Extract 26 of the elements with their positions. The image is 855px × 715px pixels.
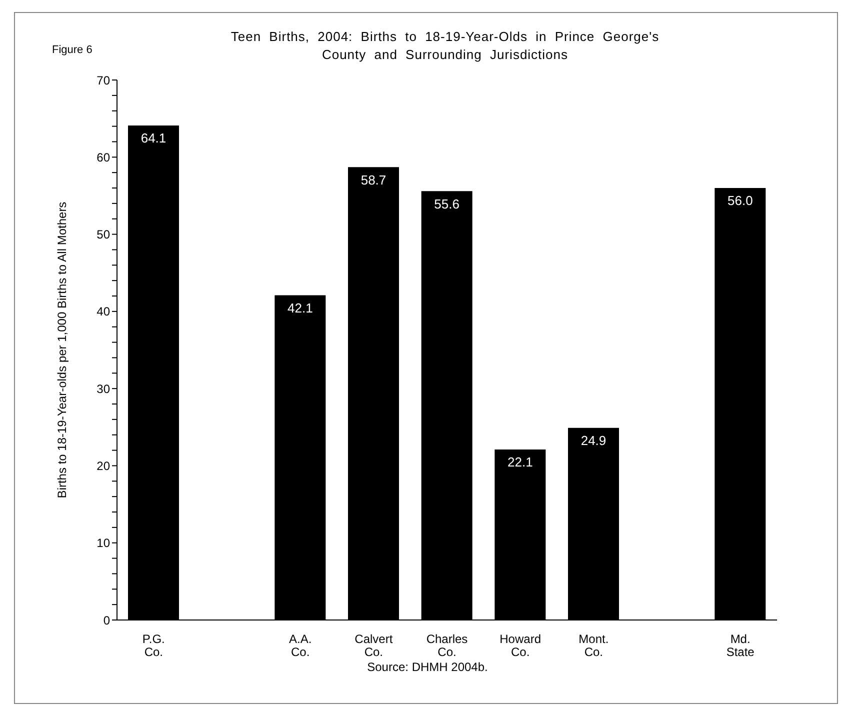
data-label: 42.1: [288, 300, 313, 316]
data-label: 55.6: [434, 196, 460, 212]
data-label: 56.0: [728, 193, 753, 208]
y-tick-label: 20: [96, 458, 110, 473]
y-tick-label: 30: [96, 382, 110, 396]
y-tick-label: 0: [103, 613, 110, 628]
x-tick-label: Howard Co.: [500, 632, 542, 659]
y-tick-label: 40: [96, 304, 110, 319]
x-tick-label: A.A. Co.: [288, 632, 312, 659]
x-tick-label: Calvert Co.: [354, 632, 394, 659]
x-tick-label: Charles Co.: [426, 632, 468, 659]
source-note: Source: DHMH 2004b.: [366, 660, 489, 674]
y-tick-label: 70: [96, 73, 110, 88]
data-label: 22.1: [508, 454, 533, 470]
y-tick-label: 10: [96, 536, 110, 550]
data-label: 64.1: [140, 130, 166, 146]
y-axis-title: Births to 18-19-Year-olds per 1,000 Births to All Mothers: [55, 202, 69, 498]
caption: Figure 6: [52, 44, 92, 56]
x-tick-label: P.G. Co.: [142, 632, 165, 659]
y-tick-label: 50: [96, 228, 110, 242]
data-label: 24.9: [580, 433, 606, 448]
chart-title: Teen Births, 2004: Births to 18-19-Year-Olds in Prince George's County and Surrounding Jurisdictions: [230, 28, 660, 64]
data-label: 58.7: [360, 172, 386, 188]
x-tick-label: Md. State: [726, 632, 755, 659]
y-tick-label: 60: [96, 150, 110, 164]
x-tick-label: Mont. Co.: [578, 632, 609, 659]
